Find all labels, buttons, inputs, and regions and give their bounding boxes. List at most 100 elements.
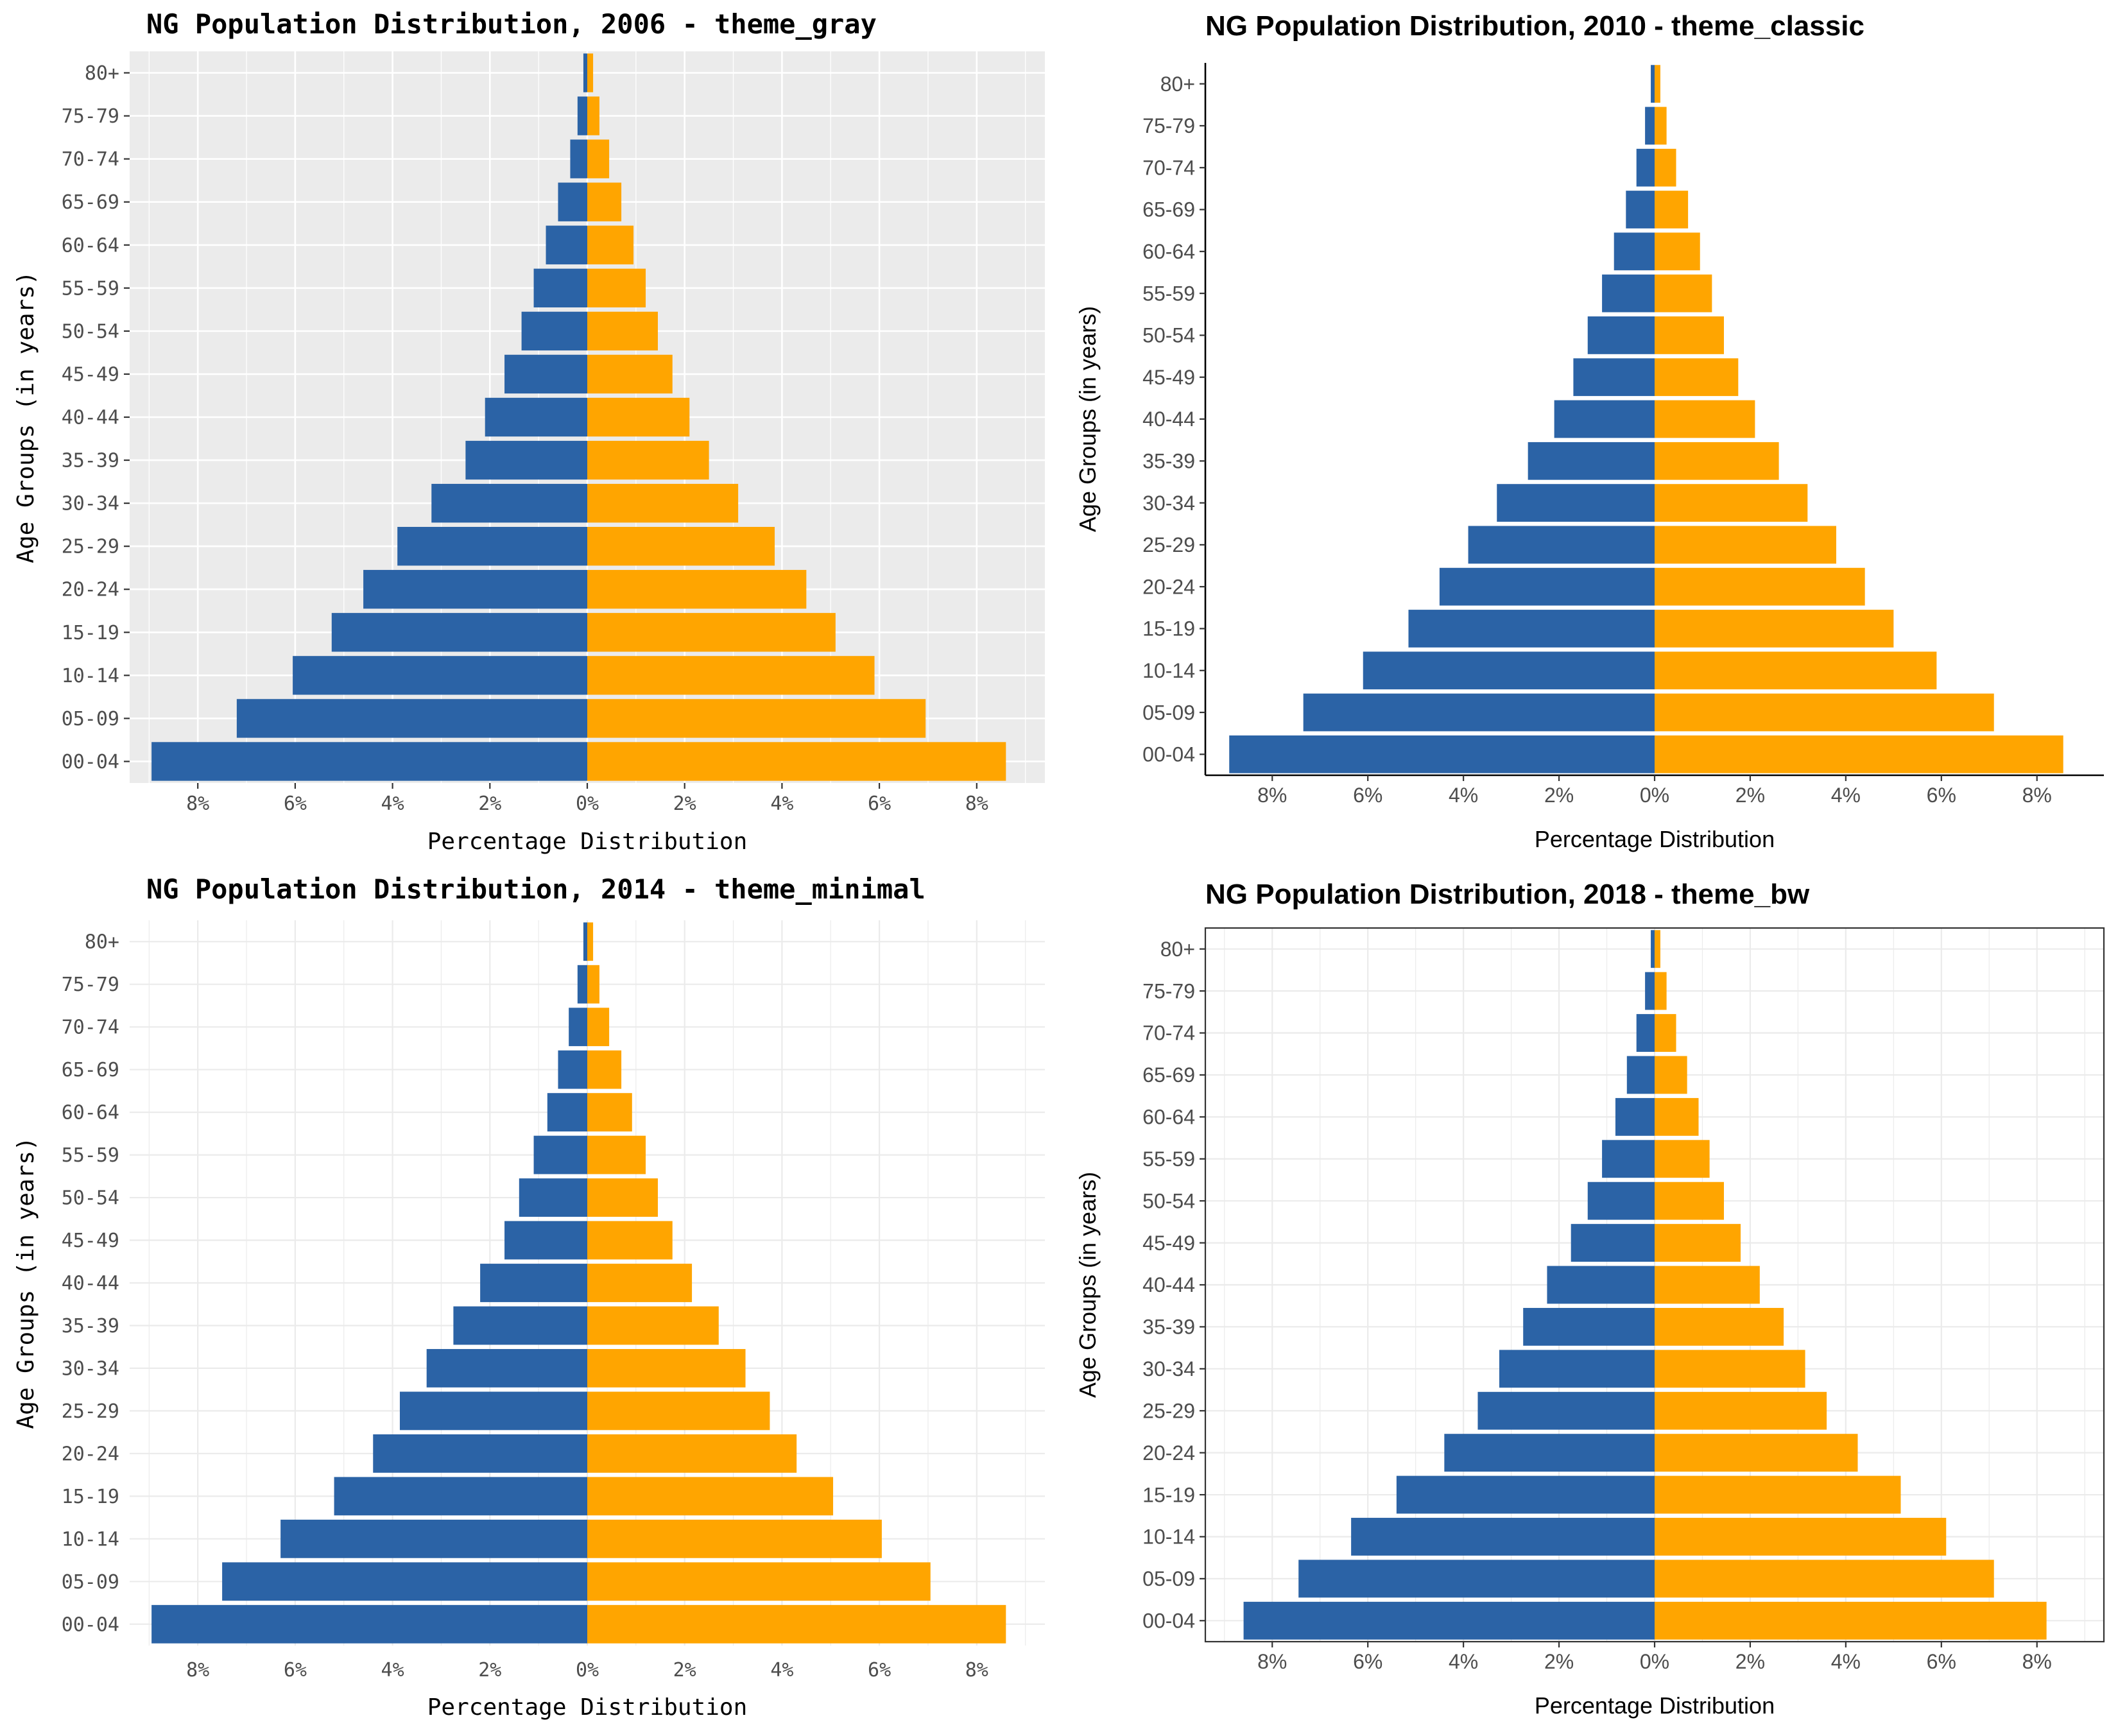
x-tick-label: 4%	[381, 1659, 404, 1681]
bar-male-80+	[583, 922, 587, 961]
y-tick-label: 50-54	[1142, 324, 1195, 347]
x-tick-label: 0%	[1640, 1650, 1669, 1673]
bar-male-50-54	[1587, 1182, 1655, 1220]
x-tick-label: 8%	[1257, 784, 1287, 807]
bar-male-55-59	[1602, 274, 1655, 313]
y-tick-label: 00-04	[1142, 1609, 1195, 1632]
y-tick-label: 55-59	[62, 277, 119, 300]
bar-female-20-24	[587, 570, 807, 609]
bar-male-65-69	[558, 182, 587, 221]
x-tick-label: 4%	[381, 793, 404, 815]
bar-male-05-09	[236, 699, 588, 738]
x-tick-label: 8%	[186, 793, 209, 815]
bar-male-10-14	[1351, 1518, 1655, 1556]
y-tick-label: 20-24	[1142, 1441, 1195, 1465]
y-tick-label: 80+	[85, 62, 119, 85]
bar-male-20-24	[1444, 1434, 1655, 1472]
bar-female-20-24	[1655, 1434, 1858, 1472]
y-tick-label: 25-29	[1142, 1399, 1195, 1422]
bar-female-15-19	[1655, 610, 1894, 648]
y-tick-label: 20-24	[1142, 575, 1195, 598]
bar-male-25-29	[1477, 1391, 1655, 1430]
y-tick-label: 65-69	[1142, 198, 1195, 221]
bar-female-45-49	[587, 354, 673, 394]
x-tick-label: 8%	[2022, 1650, 2052, 1673]
y-tick-label: 10-14	[1142, 659, 1195, 682]
bar-male-15-19	[331, 613, 587, 652]
bar-male-35-39	[1523, 1307, 1655, 1346]
y-axis-title: Age Groups (in years)	[13, 271, 39, 563]
y-tick-label: 45-49	[1142, 1232, 1195, 1255]
y-tick-label: 60-64	[1142, 240, 1195, 263]
bar-male-55-59	[533, 1135, 587, 1174]
y-tick-label: 55-59	[62, 1144, 119, 1167]
y-axis-title: Age Groups (in years)	[1074, 306, 1101, 532]
x-tick-label: 2%	[478, 793, 501, 815]
bar-male-75-79	[577, 965, 587, 1004]
bar-male-75-79	[1645, 107, 1655, 145]
bar-male-00-04	[1243, 1601, 1655, 1640]
panel-2010: 00-04 05-09 10-14 15-19 20-24 25-29 30-34 35-39…	[1059, 0, 2118, 866]
bar-male-25-29	[397, 527, 587, 566]
bar-female-65-69	[1655, 191, 1689, 228]
x-tick-label: 2%	[1735, 1650, 1765, 1673]
bar-male-45-49	[1573, 358, 1655, 397]
bar-female-65-69	[587, 182, 622, 221]
y-tick-label: 00-04	[1142, 743, 1195, 766]
bar-female-00-04	[1655, 735, 2063, 773]
bar-female-50-54	[587, 311, 658, 351]
x-tick-label: 8%	[186, 1659, 209, 1681]
bar-female-05-09	[587, 699, 926, 738]
x-tick-label: 8%	[965, 1659, 988, 1681]
x-tick-label: 0%	[576, 1659, 599, 1681]
bar-female-25-29	[1655, 1391, 1827, 1430]
bar-female-00-04	[587, 742, 1006, 781]
bar-male-40-44	[485, 397, 587, 437]
bar-male-65-69	[1626, 191, 1655, 228]
y-tick-label: 35-39	[62, 450, 119, 472]
bar-female-25-29	[1655, 526, 1836, 564]
x-tick-label: 6%	[1353, 784, 1382, 807]
x-tick-label: 6%	[868, 793, 891, 815]
bar-male-30-34	[1499, 1350, 1655, 1388]
bar-male-40-44	[480, 1264, 587, 1302]
bar-female-55-59	[587, 268, 646, 307]
bar-female-55-59	[1655, 274, 1712, 313]
bar-male-15-19	[334, 1477, 587, 1516]
x-tick-label: 0%	[1640, 784, 1669, 807]
bar-female-40-44	[587, 397, 690, 437]
bar-male-10-14	[293, 656, 587, 695]
y-tick-label: 65-69	[62, 1059, 119, 1081]
y-tick-label: 25-29	[1142, 533, 1195, 556]
bar-male-05-09	[222, 1562, 587, 1601]
panel-2018: 00-04 05-09 10-14 15-19 20-24 25-29 30-34 35-39…	[1059, 866, 2118, 1733]
bar-female-10-14	[1655, 651, 1937, 690]
y-tick-label: 70-74	[62, 1017, 119, 1039]
y-tick-label: 35-39	[62, 1315, 119, 1337]
y-tick-label: 30-34	[62, 493, 119, 515]
x-tick-label: 6%	[284, 793, 307, 815]
bar-male-60-64	[547, 1093, 587, 1132]
bar-male-10-14	[280, 1519, 587, 1558]
x-tick-label: 2%	[673, 1659, 696, 1681]
bar-female-75-79	[587, 965, 599, 1004]
chart-2006: 00-04 05-09 10-14 15-19 20-24 25-29 30-34 35-39…	[13, 8, 1045, 855]
x-tick-label: 6%	[284, 1659, 307, 1681]
bar-female-35-39	[587, 1306, 719, 1345]
y-axis-title: Age Groups (in years)	[1074, 1172, 1101, 1398]
x-axis-title: Percentage Distribution	[1535, 1692, 1775, 1719]
bar-female-30-34	[1655, 1350, 1805, 1388]
panel-2014: 00-04 05-09 10-14 15-19 20-24 25-29 30-34 35-39…	[0, 866, 1059, 1733]
x-tick-label: 4%	[1831, 784, 1861, 807]
bar-male-45-49	[504, 354, 587, 394]
bar-female-50-54	[1655, 1182, 1724, 1220]
x-tick-label: 8%	[965, 793, 988, 815]
bar-male-65-69	[1626, 1056, 1655, 1094]
bar-female-40-44	[1655, 1266, 1760, 1304]
y-tick-label: 30-34	[1142, 1357, 1195, 1380]
x-tick-label: 6%	[868, 1659, 891, 1681]
y-tick-label: 50-54	[62, 1187, 119, 1210]
bar-male-35-39	[453, 1306, 587, 1345]
y-tick-label: 05-09	[1142, 701, 1195, 724]
bar-male-75-79	[1645, 972, 1655, 1010]
